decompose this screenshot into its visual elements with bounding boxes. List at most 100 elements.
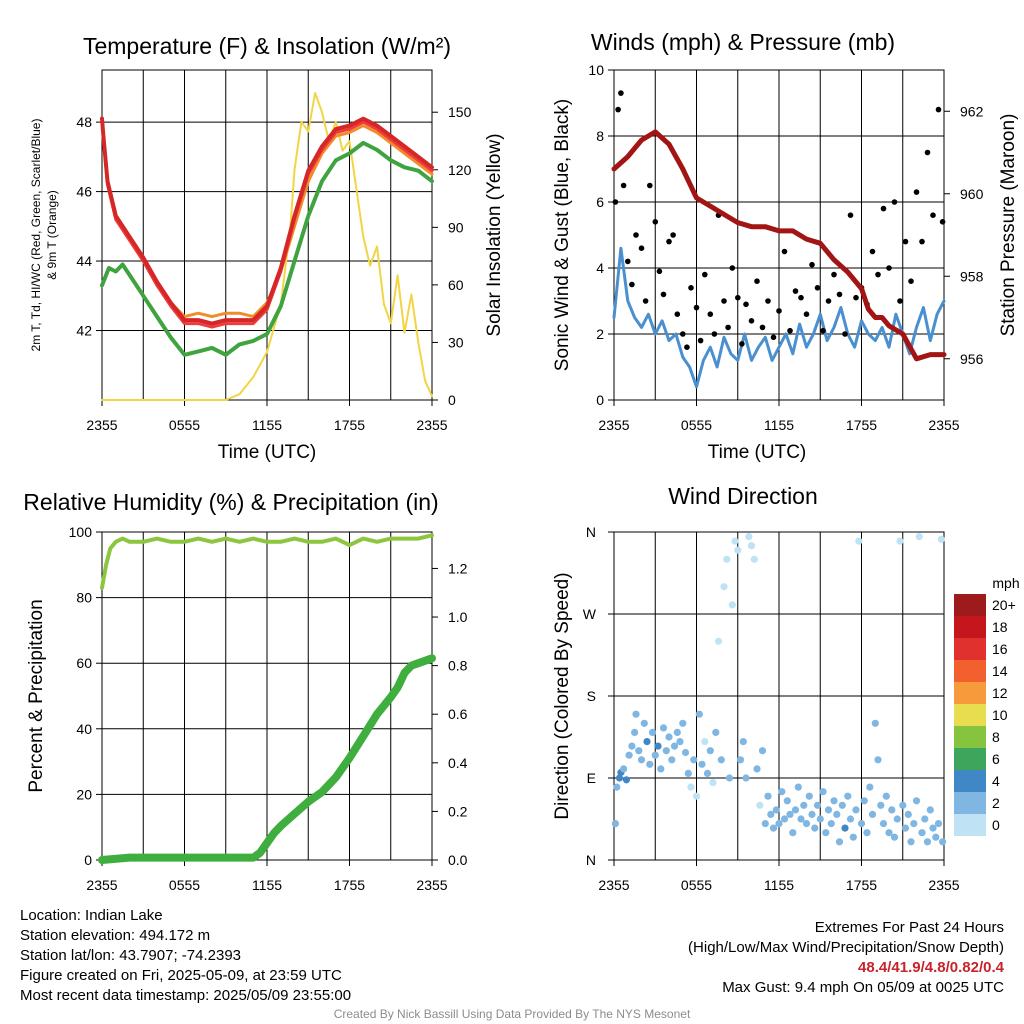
right-tick-label: 962 <box>960 103 984 119</box>
right-tick-label: 30 <box>448 334 464 350</box>
y-axis-label-right: Station Pressure (Maroon) <box>998 114 1019 337</box>
colorbar-label: 6 <box>992 751 1000 767</box>
direction-point <box>835 838 844 846</box>
y-tick-label: 44 <box>76 253 92 269</box>
gust-point <box>765 298 771 304</box>
direction-point <box>802 820 811 828</box>
direction-point <box>646 760 654 768</box>
y-tick-label: 40 <box>76 721 92 737</box>
gust-point <box>743 301 749 308</box>
direction-point <box>805 792 813 800</box>
direction-point <box>734 546 742 554</box>
direction-point <box>628 742 636 750</box>
direction-point <box>640 719 648 727</box>
y-tick-label: 80 <box>76 590 92 606</box>
y-tick-label: 0 <box>84 852 92 868</box>
direction-point <box>797 815 805 823</box>
gust-point <box>935 106 942 113</box>
colorbar-swatch <box>954 682 986 704</box>
chart-title: Wind Direction <box>668 483 818 509</box>
direction-point <box>819 788 827 796</box>
direction-point <box>780 815 789 823</box>
gust-point <box>853 294 859 301</box>
gust-point <box>638 245 645 251</box>
right-tick-label: 958 <box>960 268 984 284</box>
direction-point <box>789 829 797 837</box>
direction-point <box>877 801 885 809</box>
direction-point <box>923 838 932 846</box>
direction-point <box>679 719 687 727</box>
direction-point <box>723 555 731 563</box>
direction-point <box>714 637 723 645</box>
colorbar-label: 2 <box>992 795 1000 811</box>
x-tick-label: 2355 <box>928 877 959 893</box>
extremes-info: Extremes For Past 24 Hours (High/Low/Max… <box>688 918 1004 998</box>
gust-point <box>707 311 714 318</box>
direction-tick-label: N <box>586 852 596 868</box>
direction-point <box>673 728 681 737</box>
colorbar-swatch <box>954 792 986 814</box>
y-tick-label: 20 <box>76 786 92 802</box>
direction-point <box>910 820 918 828</box>
direction-point <box>852 806 860 814</box>
gust-point <box>729 265 736 271</box>
direction-point <box>698 760 706 768</box>
x-tick-label: 2355 <box>928 417 959 433</box>
y-tick-label: 42 <box>76 323 92 339</box>
direction-point <box>783 797 791 805</box>
direction-point <box>838 801 846 809</box>
direction-point <box>615 774 624 782</box>
direction-point <box>622 776 631 784</box>
direction-point <box>824 806 833 814</box>
series-2m-t <box>100 116 434 326</box>
gust-point <box>660 291 667 298</box>
gust-point <box>748 318 755 324</box>
direction-tick-label: W <box>583 606 597 622</box>
gust-point <box>735 294 741 301</box>
direction-point <box>907 838 915 846</box>
series-sonic-wind <box>612 246 946 389</box>
direction-point <box>929 824 937 832</box>
colorbar-swatch <box>954 704 986 726</box>
colorbar-swatch <box>954 726 986 748</box>
direction-point <box>868 810 877 819</box>
direction-point <box>637 756 646 764</box>
gust-point <box>825 298 832 304</box>
gust-point <box>875 271 881 278</box>
gust-point <box>787 327 793 334</box>
direction-point <box>813 801 822 809</box>
direction-point <box>772 806 780 814</box>
direction-point <box>849 833 857 841</box>
colorbar-swatch <box>954 814 986 836</box>
x-tick-label: 1155 <box>764 877 794 893</box>
direction-point <box>692 792 701 800</box>
direction-tick-label: E <box>587 770 596 786</box>
gust-point <box>930 212 936 218</box>
right-tick-label: 60 <box>448 277 464 293</box>
direction-point <box>827 820 835 828</box>
direction-point <box>841 824 849 832</box>
series-td <box>100 140 434 357</box>
gust-point <box>688 285 694 291</box>
right-tick-label: 120 <box>448 162 472 178</box>
direction-point <box>613 783 621 791</box>
direction-point <box>706 747 714 755</box>
panel-4 <box>608 531 947 866</box>
gust-point <box>919 238 925 245</box>
panel-1 <box>96 69 438 406</box>
y-axis-label-left: Percent & Precipitation <box>26 599 47 792</box>
extremes-subtitle: (High/Low/Max Wind/Precipitation/Snow De… <box>688 939 1004 956</box>
direction-point <box>899 801 907 809</box>
gust-point <box>642 298 649 304</box>
direction-point <box>654 742 662 750</box>
direction-point <box>921 815 929 823</box>
gust-point <box>831 271 837 278</box>
right-tick-label: 150 <box>448 104 472 120</box>
colorbar-label: 8 <box>992 729 1000 745</box>
colorbar-swatch <box>954 748 986 770</box>
colorbar-label: 18 <box>992 619 1008 635</box>
colorbar-swatch <box>954 660 986 682</box>
gust-point <box>792 288 799 294</box>
gust-point <box>809 261 815 268</box>
direction-point <box>761 820 769 828</box>
